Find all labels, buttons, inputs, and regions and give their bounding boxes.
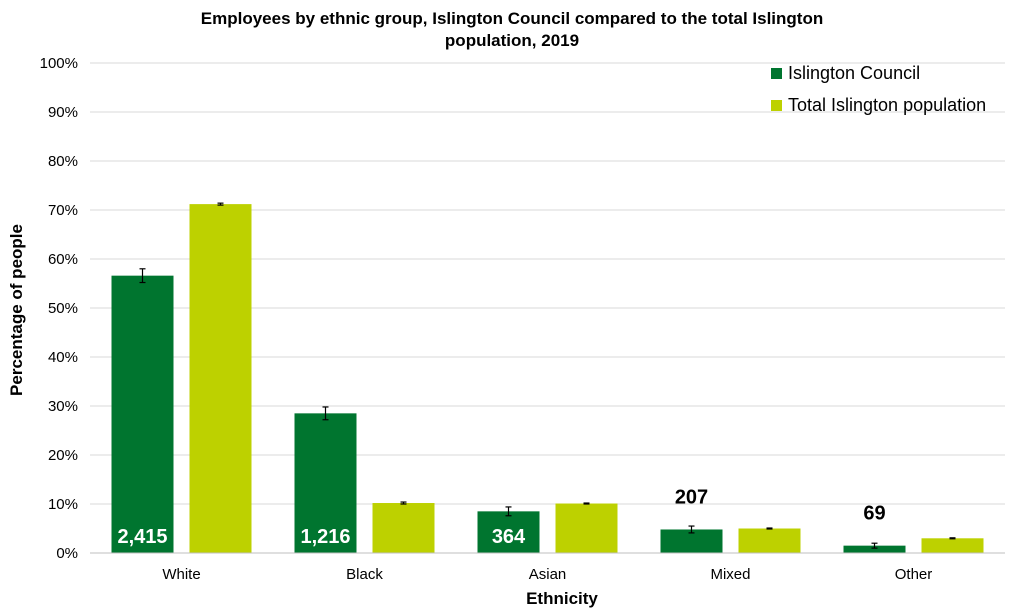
bar-council <box>660 529 723 553</box>
bar-population <box>921 538 984 553</box>
x-tick-label: Asian <box>529 566 567 583</box>
chart-title-line-1: Employees by ethnic group, Islington Cou… <box>201 9 823 28</box>
bar-population <box>738 528 801 553</box>
count-label: 207 <box>675 486 708 508</box>
bars <box>111 204 984 553</box>
bar-population <box>555 503 618 553</box>
y-tick-label: 100% <box>40 55 78 72</box>
legend-label-council: Islington Council <box>788 63 920 83</box>
x-tick-label: White <box>162 566 200 583</box>
bar-council <box>477 511 540 553</box>
legend: Islington Council Total Islington popula… <box>771 63 986 115</box>
legend-swatch-council <box>771 68 782 79</box>
count-label: 69 <box>863 503 885 525</box>
x-tick-label: Other <box>895 566 933 583</box>
y-tick-label: 90% <box>48 104 78 121</box>
y-tick-label: 60% <box>48 251 78 268</box>
y-tick-label: 40% <box>48 349 78 366</box>
count-label: 2,415 <box>117 526 167 548</box>
y-tick-label: 30% <box>48 398 78 415</box>
bar-council <box>294 413 357 553</box>
x-tick-label: Black <box>346 566 383 583</box>
y-tick-label: 50% <box>48 300 78 317</box>
y-axis-title: Percentage of people <box>7 224 26 396</box>
x-axis-title: Ethnicity <box>526 589 598 608</box>
y-tick-label: 0% <box>56 545 78 562</box>
y-tick-label: 70% <box>48 202 78 219</box>
legend-label-population: Total Islington population <box>788 95 986 115</box>
y-tick-label: 10% <box>48 496 78 513</box>
legend-swatch-population <box>771 100 782 111</box>
bar-council <box>843 545 906 553</box>
error-bars <box>139 202 956 549</box>
bar-population <box>372 503 435 553</box>
chart-title-line-2: population, 2019 <box>445 31 579 50</box>
y-tick-label: 20% <box>48 447 78 464</box>
chart-title: Employees by ethnic group, Islington Cou… <box>201 9 823 50</box>
bar-council <box>111 275 174 553</box>
y-axis-ticks: 0% 10% 20% 30% 40% 50% 60% 70% 80% 90% 100% <box>40 55 78 562</box>
count-label: 364 <box>492 526 526 548</box>
x-axis-ticks: White Black Asian Mixed Other <box>162 566 932 583</box>
y-tick-label: 80% <box>48 153 78 170</box>
bar-population <box>189 204 252 553</box>
x-tick-label: Mixed <box>710 566 750 583</box>
count-label: 1,216 <box>300 526 350 548</box>
count-labels: 2,415 1,216 364 207 69 <box>117 486 885 548</box>
